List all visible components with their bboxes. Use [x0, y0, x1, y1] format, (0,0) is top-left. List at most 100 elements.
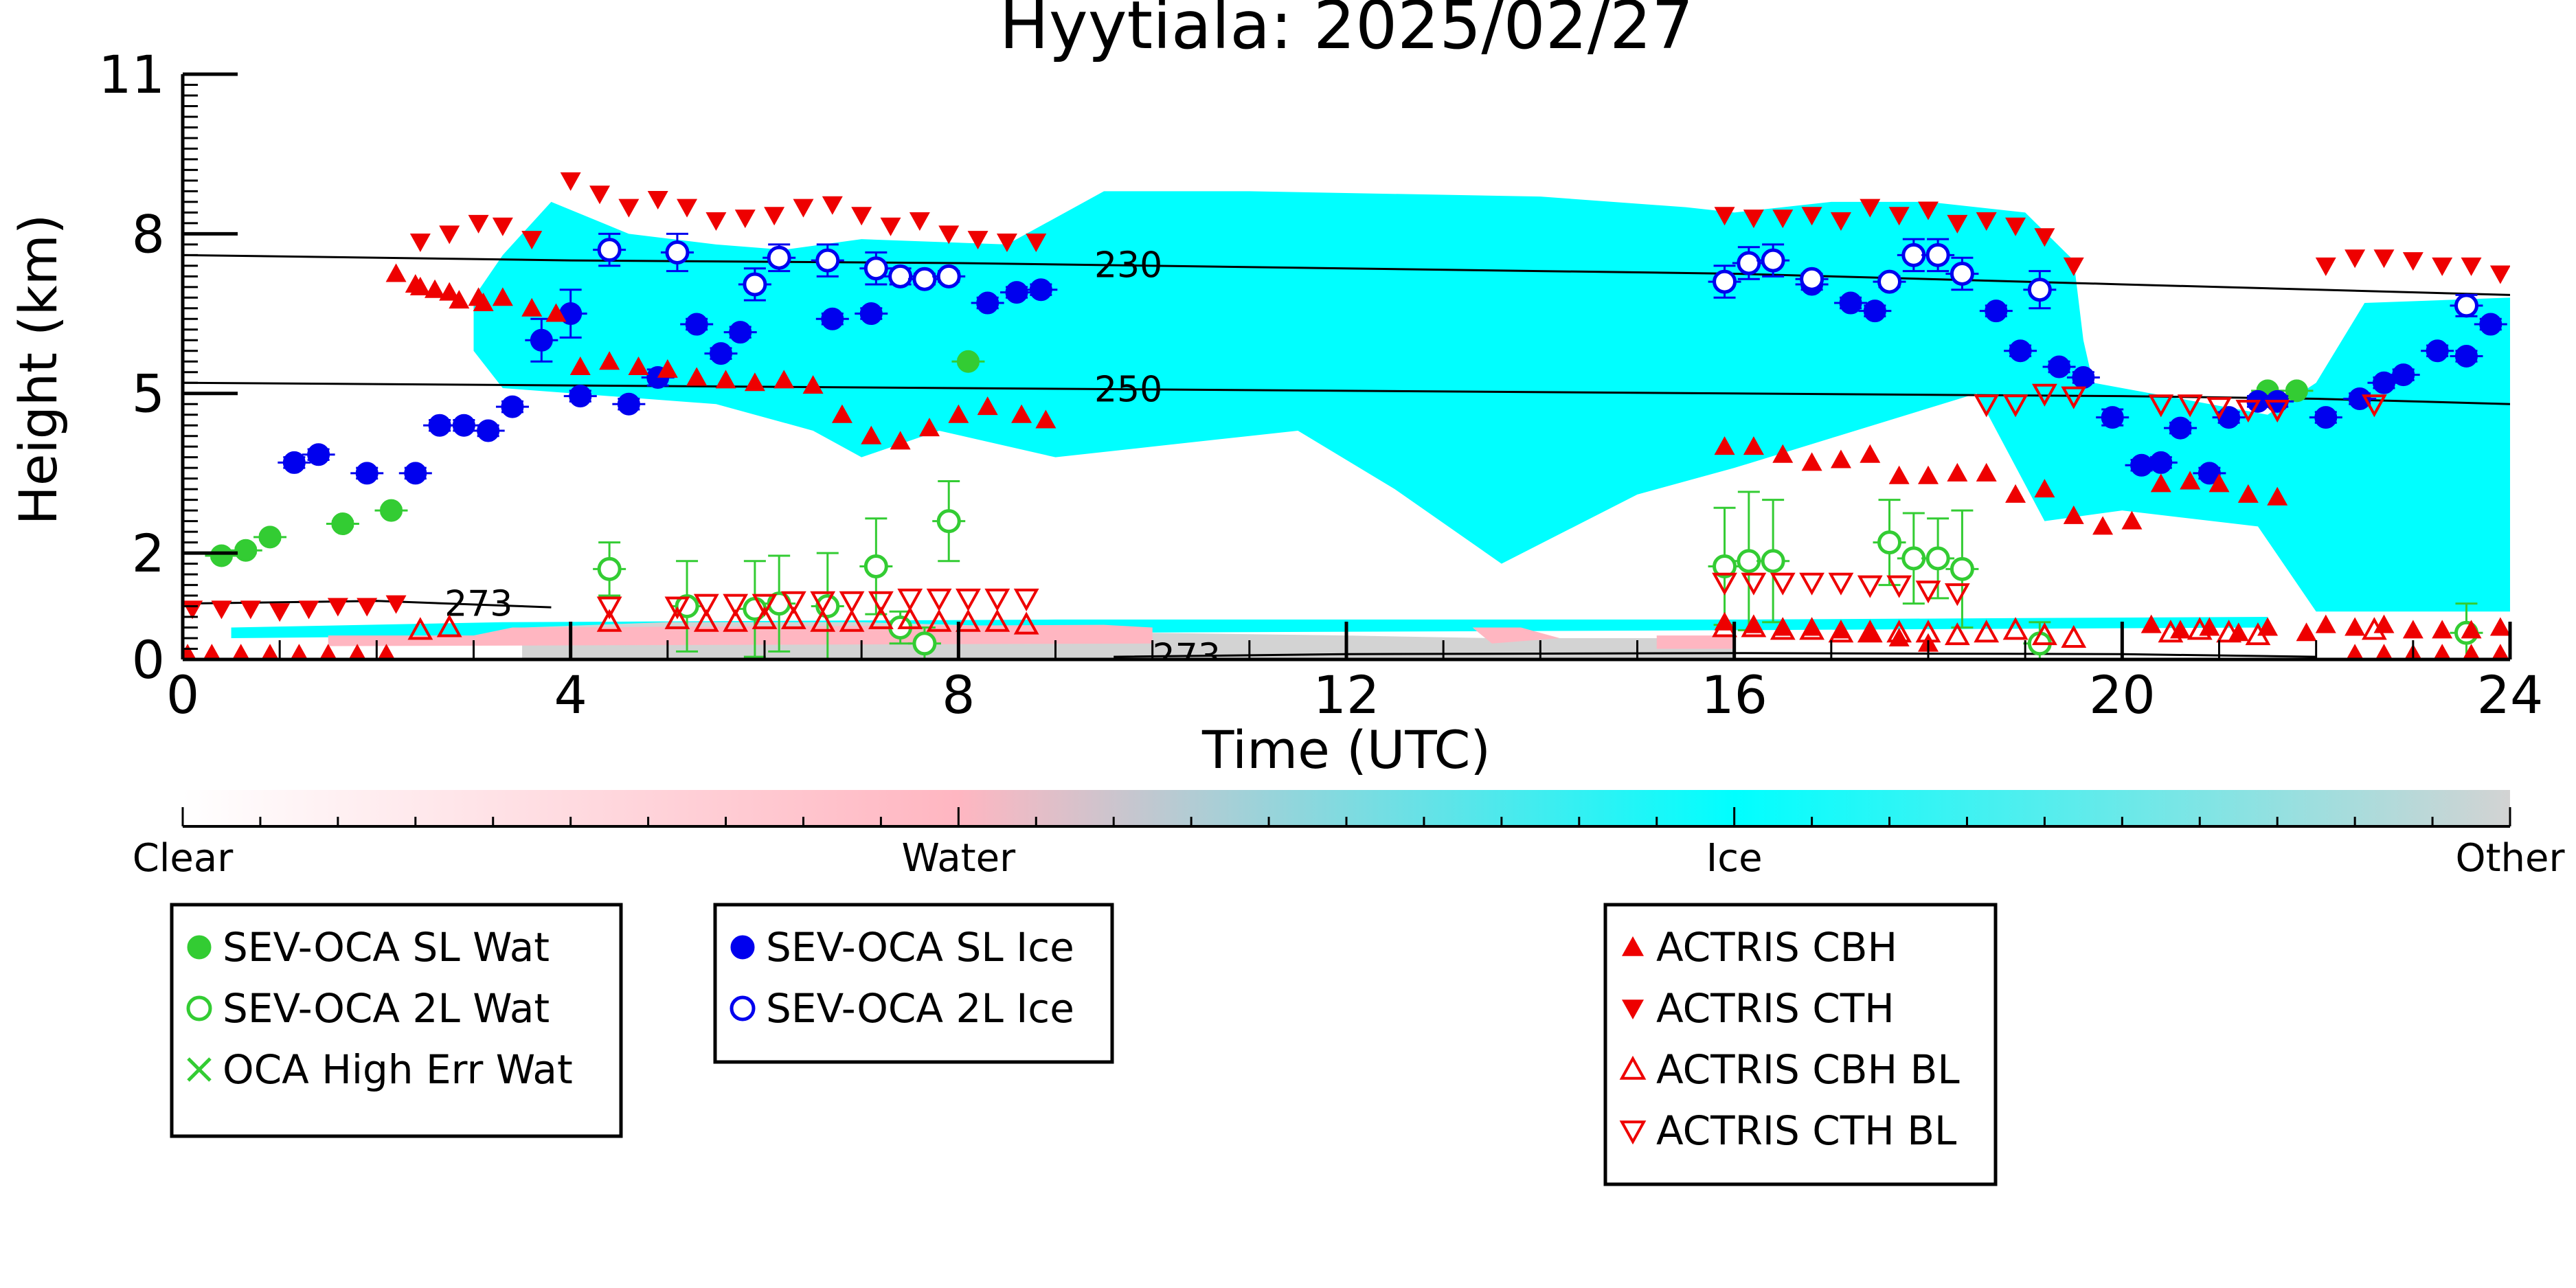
data-point [1799, 572, 1824, 596]
legend-label: ACTRIS CTH BL [1656, 1107, 1956, 1154]
data-point [425, 279, 446, 298]
data-point [647, 191, 668, 210]
data-point [492, 287, 513, 306]
data-point [657, 359, 678, 378]
data-point [1741, 614, 1767, 637]
data-point [918, 418, 940, 437]
series-actris-cbh-bl [407, 606, 2387, 648]
data-point [2170, 620, 2191, 639]
data-point [752, 594, 778, 617]
data-point [863, 554, 888, 578]
data-point [1888, 465, 1910, 484]
data-point [793, 199, 814, 218]
data-point [2296, 622, 2317, 642]
data-point [1888, 207, 1910, 226]
data-point [1863, 300, 1886, 323]
data-point [967, 231, 988, 250]
data-point [2034, 479, 2055, 498]
legend-marker [1622, 936, 1644, 956]
data-point [1741, 572, 1767, 596]
data-point [258, 526, 282, 549]
data-point [628, 357, 649, 375]
x-tick-label: 0 [166, 664, 199, 725]
data-point [596, 609, 622, 632]
data-point [1944, 622, 1970, 646]
data-point [2373, 249, 2395, 269]
data-point [380, 499, 403, 522]
data-point [1830, 212, 1851, 231]
legend-frame [170, 903, 623, 1138]
data-point [1947, 462, 1968, 482]
data-point [2027, 278, 2052, 302]
data-point [530, 328, 553, 352]
data-point [810, 609, 836, 632]
data-point [1985, 300, 2008, 323]
data-point [1918, 201, 1939, 221]
data-point [596, 596, 622, 620]
legend-label: ACTRIS CBH [1656, 924, 1897, 971]
data-point [956, 350, 980, 373]
data-point [1761, 248, 1785, 273]
x-tick-label: 24 [2477, 664, 2544, 725]
data-point [521, 297, 543, 317]
data-point [1800, 267, 1824, 291]
data-point [664, 606, 690, 629]
data-point [734, 210, 756, 229]
data-point [473, 293, 494, 312]
data-point [2208, 473, 2230, 493]
data-point [2063, 505, 2084, 524]
data-point [477, 419, 500, 442]
data-point [2245, 622, 2271, 646]
data-point [1035, 409, 1057, 429]
data-point [880, 217, 901, 236]
data-point [385, 595, 407, 614]
data-point [1772, 210, 1794, 229]
contour-line [183, 253, 2510, 296]
data-point [956, 609, 981, 632]
data-point [752, 606, 778, 629]
data-point [2032, 622, 2057, 646]
data-point [452, 414, 475, 437]
data-point [956, 588, 981, 612]
legend-box: SEV-OCA SL Ice SEV-OCA 2L Ice [713, 903, 1114, 1064]
data-point [2461, 257, 2482, 276]
data-point [1947, 214, 1968, 234]
data-point [1772, 444, 1794, 463]
data-point [665, 240, 690, 264]
data-point [1886, 575, 1912, 598]
data-point [821, 307, 844, 330]
data-point [1976, 212, 1997, 231]
data-point [1860, 199, 1881, 218]
data-point [863, 256, 888, 281]
data-point [1713, 554, 1737, 578]
data-point [2361, 394, 2387, 418]
data-point [839, 591, 865, 614]
legend-label: OCA High Err Wat [223, 1046, 573, 1093]
data-point [2180, 471, 2201, 490]
data-point [1737, 251, 1761, 275]
data-point [1950, 556, 1974, 581]
x-tick-label: 12 [1313, 664, 1380, 725]
data-point [948, 404, 969, 423]
data-point [729, 321, 752, 344]
data-point [617, 392, 640, 416]
axes: 0 2 5 8 11 0 4 8 12 16 20 24 [98, 44, 2543, 725]
data-point [377, 644, 396, 659]
data-point [2454, 345, 2478, 368]
data-point [1976, 462, 1997, 482]
data-point [234, 539, 258, 562]
data-point [1901, 546, 1926, 571]
data-point [618, 199, 640, 218]
data-point [744, 372, 765, 392]
y-tick-label: 5 [132, 363, 165, 425]
data-point [501, 395, 524, 418]
colorbar-label: Water [902, 836, 1017, 881]
contour-label: 230 [1094, 245, 1162, 286]
colorbar-label: Clear [133, 836, 234, 881]
data-point [2489, 617, 2510, 636]
data-point [307, 443, 330, 466]
data-point [1770, 572, 1796, 596]
data-point [449, 290, 470, 309]
data-point [859, 302, 883, 326]
